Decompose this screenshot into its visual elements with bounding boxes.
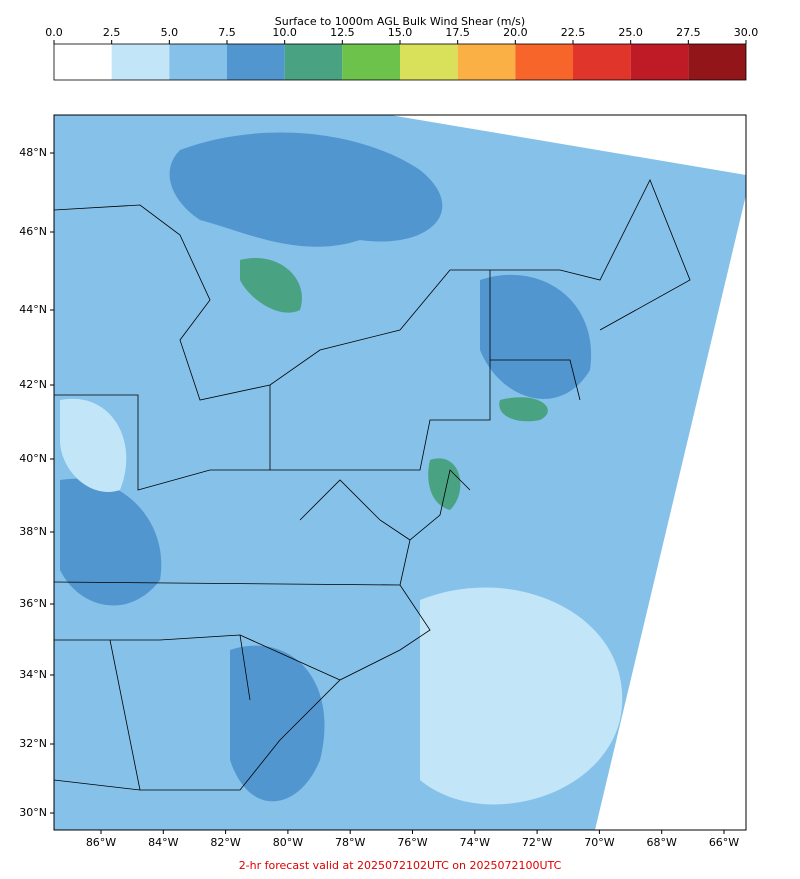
colorbar-tick-label: 12.5 bbox=[330, 26, 355, 39]
colorbar: 0.0 2.5 5.0 7.5 10.0 12.5 15.0 17.5 20.0 22.5 25.0… bbox=[45, 26, 759, 81]
lat-labels: 48°N 46°N 44°N 42°N 40°N 38°N 36°N 34°N 32°N 30°N bbox=[19, 146, 54, 819]
colorbar-bin bbox=[111, 44, 170, 80]
field-region bbox=[499, 397, 548, 422]
colorbar-tick-label: 7.5 bbox=[218, 26, 236, 39]
outside-domain bbox=[54, 115, 746, 175]
outside-domain bbox=[595, 195, 746, 830]
field-region bbox=[60, 398, 127, 492]
field-region bbox=[420, 587, 623, 805]
colorbar-tick-label: 30.0 bbox=[734, 26, 759, 39]
field-region bbox=[60, 478, 162, 606]
lat-label: 40°N bbox=[19, 452, 47, 465]
colorbar-tick-label: 0.0 bbox=[45, 26, 63, 39]
colorbar-bin bbox=[688, 44, 746, 80]
lon-label: 74°W bbox=[460, 836, 490, 849]
lat-label: 36°N bbox=[19, 597, 47, 610]
lat-label: 44°N bbox=[19, 303, 47, 316]
lat-label: 32°N bbox=[19, 737, 47, 750]
colorbar-bin bbox=[457, 44, 516, 80]
colorbar-tick-label: 15.0 bbox=[388, 26, 413, 39]
colorbar-bin bbox=[227, 44, 285, 80]
lon-label: 84°W bbox=[148, 836, 178, 849]
colorbar-bin bbox=[284, 44, 343, 80]
lon-label: 68°W bbox=[647, 836, 677, 849]
boundaries bbox=[54, 179, 691, 791]
colorbar-title: Surface to 1000m AGL Bulk Wind Shear (m/… bbox=[275, 15, 525, 28]
lon-label: 78°W bbox=[335, 836, 365, 849]
colorbar-bin bbox=[54, 44, 112, 80]
colorbar-tick-label: 17.5 bbox=[445, 26, 470, 39]
colorbar-tick-label: 2.5 bbox=[103, 26, 121, 39]
lon-label: 80°W bbox=[273, 836, 303, 849]
lat-label: 48°N bbox=[19, 146, 47, 159]
colorbar-tick-label: 25.0 bbox=[618, 26, 643, 39]
colorbar-tick-label: 20.0 bbox=[503, 26, 528, 39]
colorbar-tick-label: 5.0 bbox=[161, 26, 179, 39]
colorbar-tick-label: 22.5 bbox=[561, 26, 586, 39]
lon-label: 70°W bbox=[584, 836, 614, 849]
colorbar-bin bbox=[630, 44, 689, 80]
lon-labels: 86°W 84°W 82°W 80°W 78°W 76°W 74°W 72°W 70°W 68°W… bbox=[86, 830, 739, 849]
colorbar-bin bbox=[342, 44, 400, 80]
field-region bbox=[169, 132, 443, 247]
field-region bbox=[480, 274, 592, 399]
map-frame bbox=[53, 114, 747, 831]
colorbar-tick-label: 10.0 bbox=[272, 26, 297, 39]
lon-label: 72°W bbox=[522, 836, 552, 849]
lon-label: 66°W bbox=[709, 836, 739, 849]
lon-label: 86°W bbox=[86, 836, 116, 849]
forecast-footer: 2-hr forecast valid at 2025072102UTC on … bbox=[239, 859, 562, 872]
field-region bbox=[240, 258, 302, 313]
colorbar-bin bbox=[573, 44, 631, 80]
colorbar-bin bbox=[400, 44, 458, 80]
lat-label: 30°N bbox=[19, 806, 47, 819]
lat-label: 34°N bbox=[19, 668, 47, 681]
lat-label: 42°N bbox=[19, 378, 47, 391]
lon-label: 82°W bbox=[210, 836, 240, 849]
field-region bbox=[428, 458, 461, 510]
colorbar-bin bbox=[169, 44, 227, 80]
field-region bbox=[230, 645, 325, 802]
colorbar-tick-label: 27.5 bbox=[676, 26, 701, 39]
lon-label: 76°W bbox=[397, 836, 427, 849]
lat-label: 46°N bbox=[19, 225, 47, 238]
colorbar-bin bbox=[515, 44, 573, 80]
lat-label: 38°N bbox=[19, 525, 47, 538]
map-field bbox=[54, 115, 746, 830]
